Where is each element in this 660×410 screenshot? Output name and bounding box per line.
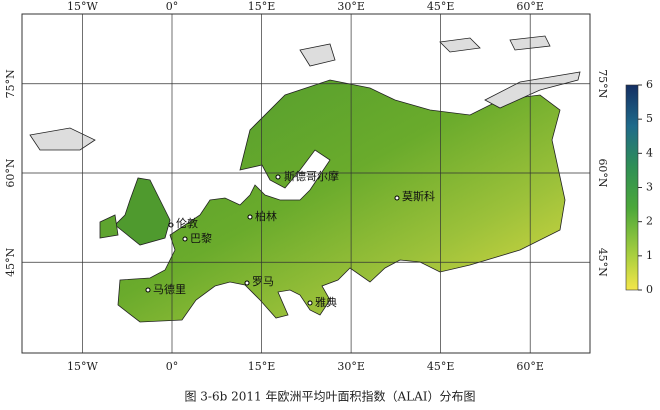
city-dot (247, 214, 253, 220)
great-britain (114, 177, 171, 246)
longitude-label-bottom: 45°E (427, 360, 455, 373)
city-label: 莫斯科 (402, 189, 435, 203)
latitude-label-left: 45°N (4, 247, 17, 276)
colorbar-tick-label: 4 (646, 146, 653, 159)
colorbar-tick-label: 0 (646, 283, 653, 296)
latitude-label-right: 45°N (596, 248, 609, 277)
longitude-label-bottom: 60°E (516, 360, 544, 373)
city-dot (244, 280, 250, 286)
city-dot (275, 174, 281, 180)
longitude-label-top: 15°W (67, 0, 98, 13)
city-dot (182, 236, 188, 242)
longitude-label-bottom: 30°E (337, 360, 365, 373)
longitude-label-bottom: 15°W (67, 360, 98, 373)
city-label: 罗马 (252, 275, 274, 288)
novaya-zemlya (484, 71, 581, 109)
colorbar-tick-label: 1 (646, 249, 653, 262)
land (29, 35, 581, 323)
colorbar-tick-label: 2 (646, 215, 653, 228)
latitude-label-right: 75°N (596, 69, 609, 98)
longitude-label-top: 60°E (516, 0, 544, 13)
city-label: 雅典 (315, 295, 337, 309)
ireland (99, 214, 119, 239)
cities: 斯德哥尔摩 莫斯科 柏林 伦敦 巴黎 马德里 罗马 雅典 (145, 169, 435, 309)
longitude-label-top: 0° (166, 0, 179, 13)
city-label: 巴黎 (190, 231, 212, 245)
colorbar (625, 84, 639, 291)
city-dot (145, 287, 151, 293)
latitude-label-left: 75°N (4, 69, 17, 98)
city-label: 斯德哥尔摩 (284, 169, 339, 183)
latitude-label-left: 60°N (4, 158, 17, 187)
colorbar-tick-label: 5 (646, 112, 653, 125)
mainland (117, 79, 566, 323)
city-dot (168, 222, 174, 228)
longitude-label-top: 15°E (248, 0, 276, 13)
iceland (29, 127, 96, 151)
city-label: 伦敦 (176, 216, 198, 230)
city-label: 马德里 (153, 282, 186, 296)
longitude-label-top: 30°E (337, 0, 365, 13)
longitude-label-top: 45°E (427, 0, 455, 13)
city-label: 柏林 (255, 209, 277, 223)
caption: 图 3-6b 2011 年欧洲平均叶面积指数（ALAI）分布图 (184, 389, 475, 404)
colorbar-tick-label: 3 (646, 181, 653, 194)
latitude-label-right: 60°N (596, 158, 609, 187)
colorbar-tick-label: 6 (646, 78, 653, 91)
longitude-label-bottom: 15°E (248, 360, 276, 373)
city-dot (394, 195, 400, 201)
city-dot (307, 300, 313, 306)
longitude-label-bottom: 0° (166, 360, 179, 373)
arctic-islands (299, 35, 551, 67)
